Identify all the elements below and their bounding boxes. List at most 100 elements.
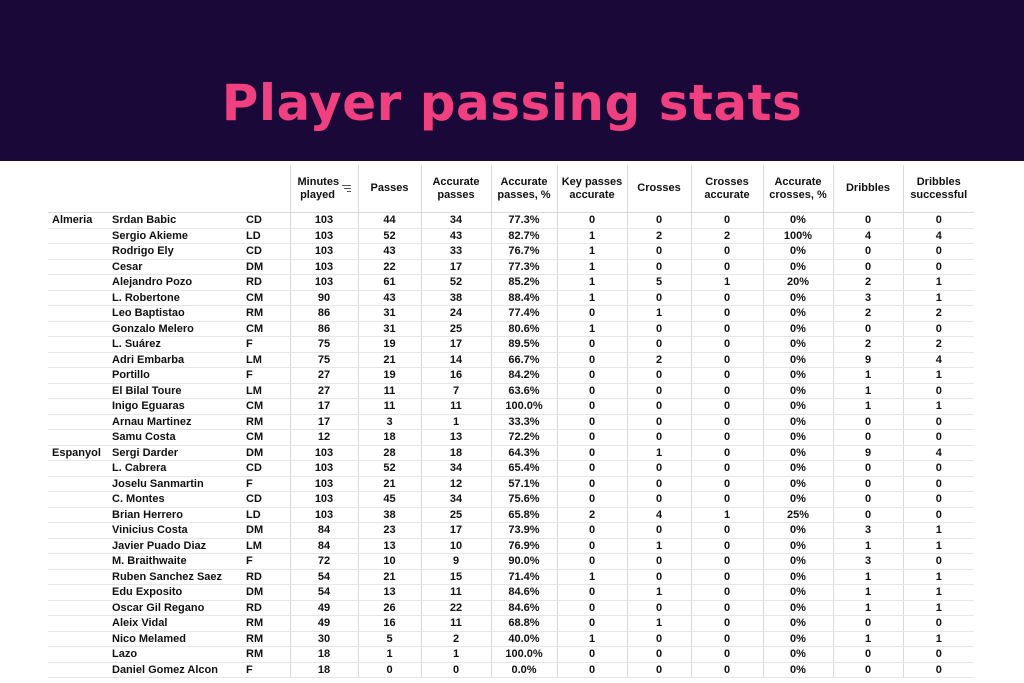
passes-cell: 13 [357, 538, 421, 554]
player-cell: Ruben Sanchez Saez [106, 569, 244, 585]
team-cell [48, 414, 106, 430]
key-passes-cell: 1 [556, 321, 627, 337]
dribbles-successful-cell: 0 [902, 460, 974, 477]
minutes-cell: 103 [289, 259, 358, 275]
player-cell: Samu Costa [106, 429, 244, 446]
crosses-accurate-cell: 0 [690, 569, 763, 585]
accurate-passes-cell: 16 [420, 367, 491, 384]
accurate-crosses-pct-cell: 0% [762, 538, 833, 554]
crosses-accurate-cell: 0 [690, 367, 763, 384]
key-passes-cell: 0 [556, 367, 627, 384]
crosses-accurate-header[interactable]: Crosses accurate [690, 165, 763, 213]
dribbles-cell: 1 [832, 367, 903, 384]
crosses-accurate-cell: 0 [690, 352, 763, 368]
dribbles-successful-cell: 0 [902, 429, 974, 446]
player-cell: El Bilal Toure [106, 383, 244, 399]
accurate-passes-header[interactable]: Accurate passes [420, 165, 491, 213]
accurate-crosses-pct-cell: 0% [762, 569, 833, 585]
key-passes-header[interactable]: Key passes accurate [556, 165, 627, 213]
player-cell: C. Montes [106, 491, 244, 508]
crosses-cell: 0 [626, 646, 691, 663]
position-cell: CM [244, 321, 290, 337]
crosses-cell: 2 [626, 352, 691, 368]
sort-icon[interactable] [341, 183, 351, 194]
dribbles-successful-cell: 0 [902, 615, 974, 632]
minutes-cell: 103 [289, 228, 358, 244]
accurate-passes-pct-cell: 72.2% [490, 429, 557, 446]
accurate-passes-cell: 24 [420, 305, 491, 322]
dribbles-header[interactable]: Dribbles [832, 165, 903, 213]
accurate-passes-cell: 11 [420, 398, 491, 415]
accurate-passes-cell: 9 [420, 553, 491, 570]
crosses-cell: 2 [626, 228, 691, 244]
key-passes-cell: 0 [556, 414, 627, 430]
table-row: Leo Baptistao RM 86 31 24 77.4% 0 1 0 0% 2 2 [48, 305, 974, 322]
key-passes-cell: 0 [556, 662, 627, 678]
accurate-passes-pct-cell: 0.0% [490, 662, 557, 678]
dribbles-successful-cell: 0 [902, 491, 974, 508]
accurate-crosses-pct-header[interactable]: Accurate crosses, % [762, 165, 833, 213]
accurate-passes-cell: 17 [420, 336, 491, 353]
position-cell: F [244, 553, 290, 570]
key-passes-cell: 0 [556, 445, 627, 461]
crosses-header[interactable]: Crosses [626, 165, 691, 213]
accurate-crosses-pct-cell: 0% [762, 615, 833, 632]
table-row: Arnau Martinez RM 17 3 1 33.3% 0 0 0 0% 0 0 [48, 414, 974, 430]
player-cell: Adri Embarba [106, 352, 244, 368]
team-cell [48, 290, 106, 306]
passes-cell: 1 [357, 646, 421, 663]
accurate-crosses-pct-cell: 0% [762, 290, 833, 306]
crosses-accurate-cell: 0 [690, 305, 763, 322]
position-cell: CD [244, 212, 290, 229]
table-header-row: Minutes played Passes Accurate passes Ac… [48, 165, 974, 213]
crosses-cell: 0 [626, 383, 691, 399]
position-header [244, 165, 290, 213]
table-row: Edu Exposito DM 54 13 11 84.6% 0 1 0 0% 1 1 [48, 584, 974, 601]
table-row: Oscar Gil Regano RD 49 26 22 84.6% 0 0 0 0% 1 1 [48, 600, 974, 616]
crosses-accurate-cell: 0 [690, 662, 763, 678]
crosses-cell: 0 [626, 460, 691, 477]
minutes-header[interactable]: Minutes played [289, 165, 358, 213]
dribbles-successful-cell: 2 [902, 305, 974, 322]
crosses-accurate-cell: 1 [690, 274, 763, 291]
accurate-crosses-pct-cell: 100% [762, 228, 833, 244]
player-cell: Sergi Darder [106, 445, 244, 461]
accurate-passes-pct-cell: 84.6% [490, 584, 557, 601]
table-row: Sergio Akieme LD 103 52 43 82.7% 1 2 2 100% 4 4 [48, 228, 974, 244]
minutes-cell: 30 [289, 631, 358, 647]
key-passes-cell: 0 [556, 398, 627, 415]
team-cell [48, 631, 106, 647]
accurate-crosses-pct-cell: 0% [762, 631, 833, 647]
key-passes-cell: 0 [556, 584, 627, 601]
table-row: Javier Puado Diaz LM 84 13 10 76.9% 0 1 0 0% 1 1 [48, 538, 974, 554]
key-passes-cell: 1 [556, 259, 627, 275]
dribbles-successful-header[interactable]: Dribbles successful [902, 165, 974, 213]
passes-cell: 21 [357, 569, 421, 585]
crosses-cell: 0 [626, 569, 691, 585]
accurate-passes-cell: 7 [420, 383, 491, 399]
accurate-crosses-pct-cell: 0% [762, 522, 833, 539]
dribbles-successful-cell: 0 [902, 414, 974, 430]
accurate-passes-cell: 1 [420, 646, 491, 663]
position-cell: LD [244, 507, 290, 523]
player-cell: L. Robertone [106, 290, 244, 306]
team-cell [48, 352, 106, 368]
table-row: El Bilal Toure LM 27 11 7 63.6% 0 0 0 0% 1 0 [48, 383, 974, 399]
key-passes-cell: 0 [556, 600, 627, 616]
crosses-cell: 0 [626, 398, 691, 415]
team-cell [48, 522, 106, 539]
accurate-crosses-pct-cell: 20% [762, 274, 833, 291]
passes-cell: 43 [357, 290, 421, 306]
dribbles-successful-cell: 0 [902, 243, 974, 260]
accurate-passes-pct-header[interactable]: Accurate passes, % [490, 165, 557, 213]
dribbles-cell: 0 [832, 662, 903, 678]
minutes-header-label: Minutes played [297, 175, 340, 201]
passes-cell: 0 [357, 662, 421, 678]
dribbles-successful-cell: 2 [902, 336, 974, 353]
key-passes-cell: 1 [556, 569, 627, 585]
table-row: Brian Herrero LD 103 38 25 65.8% 2 4 1 25% 0 0 [48, 507, 974, 523]
accurate-passes-cell: 43 [420, 228, 491, 244]
passes-header[interactable]: Passes [357, 165, 421, 213]
key-passes-cell: 2 [556, 507, 627, 523]
crosses-cell: 4 [626, 507, 691, 523]
